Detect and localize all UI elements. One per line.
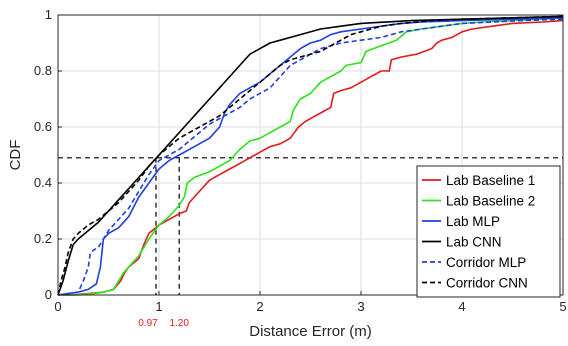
y-tick-label: 0.4: [34, 175, 52, 190]
x-tick-label: 3: [357, 299, 364, 314]
reference-lines: 0.97 1.20: [58, 157, 563, 329]
y-tick-label: 0.2: [34, 231, 52, 246]
legend-label: Lab MLP: [446, 214, 500, 229]
x-tick-label: 1: [155, 299, 162, 314]
y-tick-label: 0: [45, 287, 52, 302]
plot-frame: [57, 14, 564, 296]
legend-label: Lab Baseline 1: [446, 173, 535, 188]
series-line-corridor-mlp: [57, 18, 564, 296]
legend: Lab Baseline 1 Lab Baseline 2 Lab MLP Lab C…: [416, 165, 561, 298]
y-axis-label: CDF: [7, 140, 24, 171]
y-tick-label: 1: [45, 7, 52, 22]
x-tick-label: 2: [256, 299, 263, 314]
legend-label: Corridor CNN: [446, 276, 528, 291]
x-axis-label: Distance Error (m): [249, 323, 372, 340]
series-line-lab-mlp: [57, 17, 564, 296]
series-line-corridor-cnn: [57, 15, 564, 296]
x-tick-label: 4: [458, 299, 465, 314]
reference-value-label: 1.20: [169, 318, 189, 329]
series-lines: [57, 15, 564, 296]
legend-label: Lab Baseline 2: [446, 194, 535, 209]
series-line-lab-baseline-2: [58, 17, 564, 296]
y-tick-label: 0.8: [34, 63, 52, 78]
legend-label: Corridor MLP: [446, 255, 526, 270]
y-tick-label: 0.6: [34, 119, 52, 134]
axis-ticks: 0 1 2 3 4 5 0 0.2 0.4 0.6 0.8 1: [34, 7, 567, 314]
legend-box: [416, 165, 561, 298]
legend-label: Lab CNN: [446, 235, 502, 250]
reference-value-label: 0.97: [138, 318, 158, 329]
series-line-lab-cnn: [57, 15, 564, 296]
x-tick-label: 0: [54, 299, 61, 314]
x-tick-label: 5: [559, 299, 566, 314]
